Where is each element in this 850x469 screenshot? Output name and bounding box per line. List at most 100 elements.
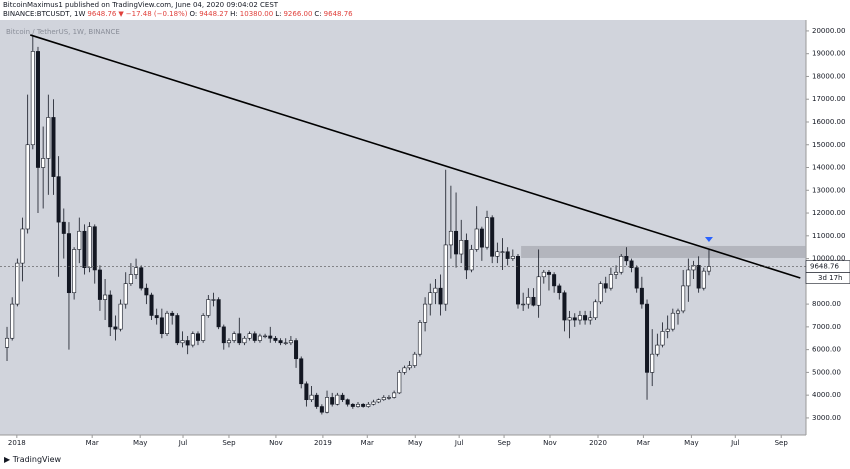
candle-body (536, 276, 541, 306)
candle-body (108, 294, 113, 328)
header-field: 9648.76 (323, 10, 353, 18)
candle-body (82, 230, 87, 268)
candle-body (10, 303, 15, 339)
x-tick-label: Jul (454, 439, 464, 447)
header-field: ▼ (118, 10, 124, 18)
y-tick-label: 13000.00 (812, 186, 845, 194)
candle-body (216, 299, 221, 328)
brand: TradingView (12, 455, 62, 464)
y-tick-label: 8000.00 (812, 300, 841, 308)
candle-body (149, 294, 154, 316)
chart: Bitcoin / TetherUS, 1W, BINANCE 3000.00 40… (0, 20, 850, 447)
candle-body (72, 249, 77, 294)
resistance-zone (521, 245, 806, 258)
countdown: 3d 17h (818, 274, 842, 282)
candle-body (469, 249, 474, 271)
candle-body (577, 315, 582, 321)
candle-body (464, 240, 469, 271)
marker-arrow (704, 237, 713, 242)
y-tick-label: 3000.00 (812, 414, 841, 422)
candle-body (340, 394, 345, 401)
candle-body (454, 230, 459, 255)
y-tick-label: 15000.00 (812, 141, 845, 149)
candle-body (402, 367, 407, 373)
candle-body (650, 353, 655, 373)
candle-body (123, 283, 128, 305)
candle-body (66, 233, 71, 294)
x-tick-label: 2020 (589, 439, 607, 447)
candle-body (201, 315, 206, 341)
header-field: 9648.76 (87, 10, 117, 18)
y-tick-label: 7000.00 (812, 323, 841, 331)
candle-body (603, 283, 608, 289)
candle-body (165, 312, 170, 334)
y-tick-label: 17000.00 (812, 95, 845, 103)
candle-body (696, 265, 701, 289)
candle-body (144, 287, 149, 296)
candle-body (51, 117, 56, 177)
candle-body (242, 337, 247, 344)
candle-body (386, 397, 391, 399)
candle-body (614, 271, 619, 275)
candle-body (691, 265, 696, 271)
publish-line: BitcoinMaximus1 published on TradingView… (3, 1, 279, 9)
plot-background (0, 20, 806, 435)
candle-body (118, 303, 123, 330)
x-tick-label: Sep (775, 439, 789, 447)
candle-body (190, 333, 195, 346)
candle-body (56, 176, 61, 223)
y-tick-label: 14000.00 (812, 164, 845, 172)
header-field: H: (230, 10, 238, 18)
candle-body (474, 228, 479, 250)
candle-body (479, 228, 484, 248)
x-tick-label: Nov (543, 439, 557, 447)
candle-body (706, 266, 711, 272)
candle-body (247, 333, 252, 339)
header-field: 10380.00 (239, 10, 274, 18)
candle-body (407, 365, 412, 369)
candle-body (541, 271, 546, 278)
candle-body (288, 340, 293, 344)
candle-body (134, 267, 139, 275)
candle-body (634, 267, 639, 289)
header-field: 9448.27 (199, 10, 229, 18)
candle-body (598, 283, 603, 303)
candle-body (299, 358, 304, 385)
candle-body (675, 310, 680, 314)
candle-body (645, 303, 650, 373)
candle-body (180, 340, 185, 344)
candle-body (629, 260, 634, 268)
candle-body (608, 274, 613, 289)
candle-body (325, 397, 330, 413)
header-field: O: (189, 10, 198, 18)
candle-body (485, 217, 490, 248)
candle-body (433, 287, 438, 294)
candle-body (103, 294, 108, 300)
candle-body (361, 403, 366, 407)
candle-body (15, 262, 20, 305)
header-field: C: (314, 10, 322, 18)
candle-body (257, 335, 262, 341)
x-tick-label: May (133, 439, 147, 447)
candle-body (526, 296, 531, 305)
candle-body (330, 397, 335, 405)
y-tick-label: 10000.00 (812, 255, 845, 263)
candle-body (92, 226, 97, 271)
y-tick-label: 5000.00 (812, 368, 841, 376)
candle-body (552, 274, 557, 287)
candle-body (500, 251, 505, 253)
candle-body (515, 255, 520, 305)
y-tick-label: 16000.00 (812, 118, 845, 126)
x-tick-label: 2019 (314, 439, 332, 447)
candle-body (562, 292, 567, 321)
header-field: −17.48 (−0.18%) (125, 10, 188, 18)
candle-body (438, 287, 443, 305)
legend: Bitcoin / TetherUS, 1W, BINANCE (6, 28, 120, 36)
candle-body (237, 333, 242, 344)
x-tick-label: Mar (361, 439, 374, 447)
candle-body (304, 383, 309, 401)
candle-body (639, 287, 644, 305)
x-tick-label: Mar (86, 439, 99, 447)
candle-body (588, 317, 593, 321)
